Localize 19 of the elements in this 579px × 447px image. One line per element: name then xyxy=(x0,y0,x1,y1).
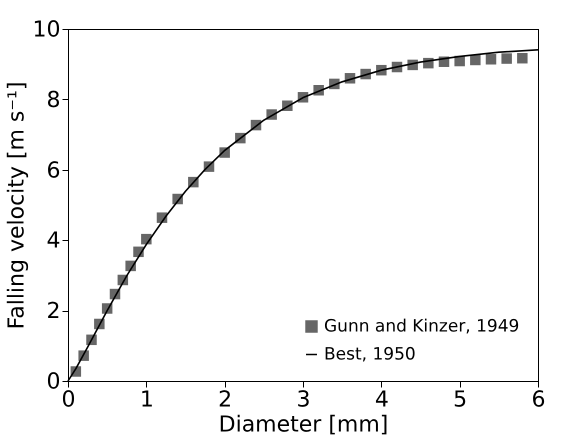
x-tick-label: 2 xyxy=(218,388,232,412)
y-tick-label: 8 xyxy=(46,88,60,113)
y-axis-title: Falling velocity [m s⁻¹] xyxy=(4,82,30,330)
x-axis-title: Diameter [mm] xyxy=(218,412,388,438)
y-tick-label: 6 xyxy=(46,158,60,184)
x-tick-label: 3 xyxy=(296,388,310,412)
y-tick-label: 4 xyxy=(46,228,60,254)
point xyxy=(517,52,528,64)
point xyxy=(501,53,512,64)
y-tick-label: 2 xyxy=(46,299,60,324)
x-tick-label: 5 xyxy=(453,388,468,412)
x-tick-label: 4 xyxy=(374,388,389,412)
y-tick-label: 0 xyxy=(46,370,60,394)
legend-label: Best, 1950 xyxy=(324,344,416,364)
x-tick-label: 1 xyxy=(140,388,154,412)
point xyxy=(486,54,496,65)
x-tick-label: 6 xyxy=(532,388,546,412)
y-tick-label: 10 xyxy=(32,18,60,42)
legend-label: Gunn and Kinzer, 1949 xyxy=(324,316,520,336)
